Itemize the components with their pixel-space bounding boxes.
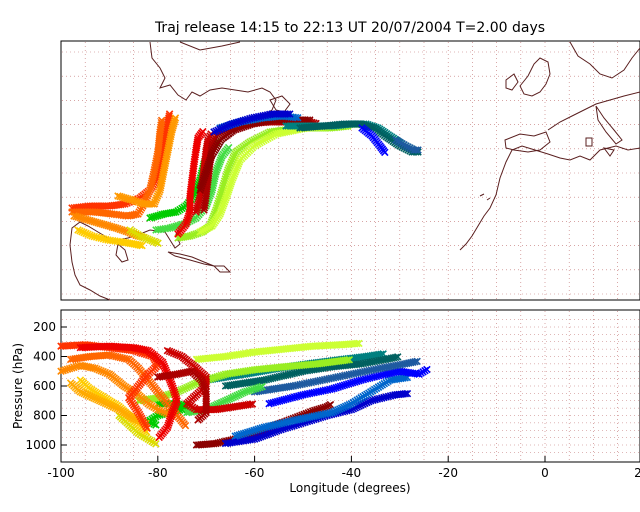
coastline-iberia xyxy=(504,131,551,153)
pressure-trajectory xyxy=(154,367,210,424)
map-trajectory xyxy=(210,110,294,136)
pressure-trajectory xyxy=(57,361,175,419)
pressure-trajectories xyxy=(57,339,431,449)
pressure-panel: -100 -80 -60 -40 -20 0 20 200 400 600 800 1000 Long… xyxy=(11,309,640,495)
coastline-europe-africa xyxy=(459,145,640,251)
y-axis-label: Pressure (hPa) xyxy=(11,343,25,429)
pressure-trajectory xyxy=(134,355,354,405)
coastline-hispaniola xyxy=(212,265,232,273)
map-trajectory xyxy=(392,136,422,154)
x-tick-label: 0 xyxy=(541,466,549,480)
coastline-britain xyxy=(519,57,551,97)
x-tick-label: -20 xyxy=(438,466,458,480)
x-tick-label: 20 xyxy=(634,466,640,480)
x-axis-label: Longitude (degrees) xyxy=(289,481,410,495)
map-trajectory xyxy=(358,124,389,157)
coastline-canary-islands xyxy=(479,193,491,201)
map-trajectory xyxy=(74,226,146,250)
x-tick-label: -100 xyxy=(47,466,74,480)
pressure-trajectory xyxy=(265,365,431,408)
map-frame xyxy=(60,40,640,301)
y-tick-label: 400 xyxy=(33,350,56,364)
y-tick-label: 1000 xyxy=(25,438,56,452)
pressure-trajectory xyxy=(76,342,181,442)
y-tick-label: 600 xyxy=(33,379,56,393)
map-trajectory xyxy=(126,226,162,247)
coastline-italy xyxy=(595,105,623,145)
coastline-scandinavia xyxy=(569,41,640,79)
coastline-ireland xyxy=(505,73,519,91)
y-tick-label: 200 xyxy=(33,320,56,334)
map-trajectory xyxy=(174,127,207,238)
pressure-trajectory xyxy=(231,373,412,440)
page-title: Traj release 14:15 to 22:13 UT 20/07/200… xyxy=(154,20,546,36)
coastline-greenland xyxy=(179,41,241,51)
coastline-france-north xyxy=(547,91,640,131)
map-panel xyxy=(60,40,640,301)
y-tick-label: 800 xyxy=(33,409,56,423)
coastline-newfoundland xyxy=(269,95,291,113)
coastline-mediterranean-isles xyxy=(585,137,615,157)
coastline-yucatan xyxy=(115,243,129,263)
x-tick-label: -40 xyxy=(342,466,362,480)
pressure-trajectory xyxy=(192,339,363,364)
pressure-trajectory xyxy=(66,351,190,430)
map-trajectories xyxy=(68,110,422,250)
pressure-trajectory xyxy=(250,357,421,396)
coastlines xyxy=(69,41,640,301)
x-tick-label: -60 xyxy=(245,466,265,480)
map-trajectory xyxy=(114,114,180,208)
x-tick-label: -80 xyxy=(148,466,168,480)
axis-ticks: -100 -80 -60 -40 -20 0 20 200 400 600 800 1000 xyxy=(25,320,640,480)
